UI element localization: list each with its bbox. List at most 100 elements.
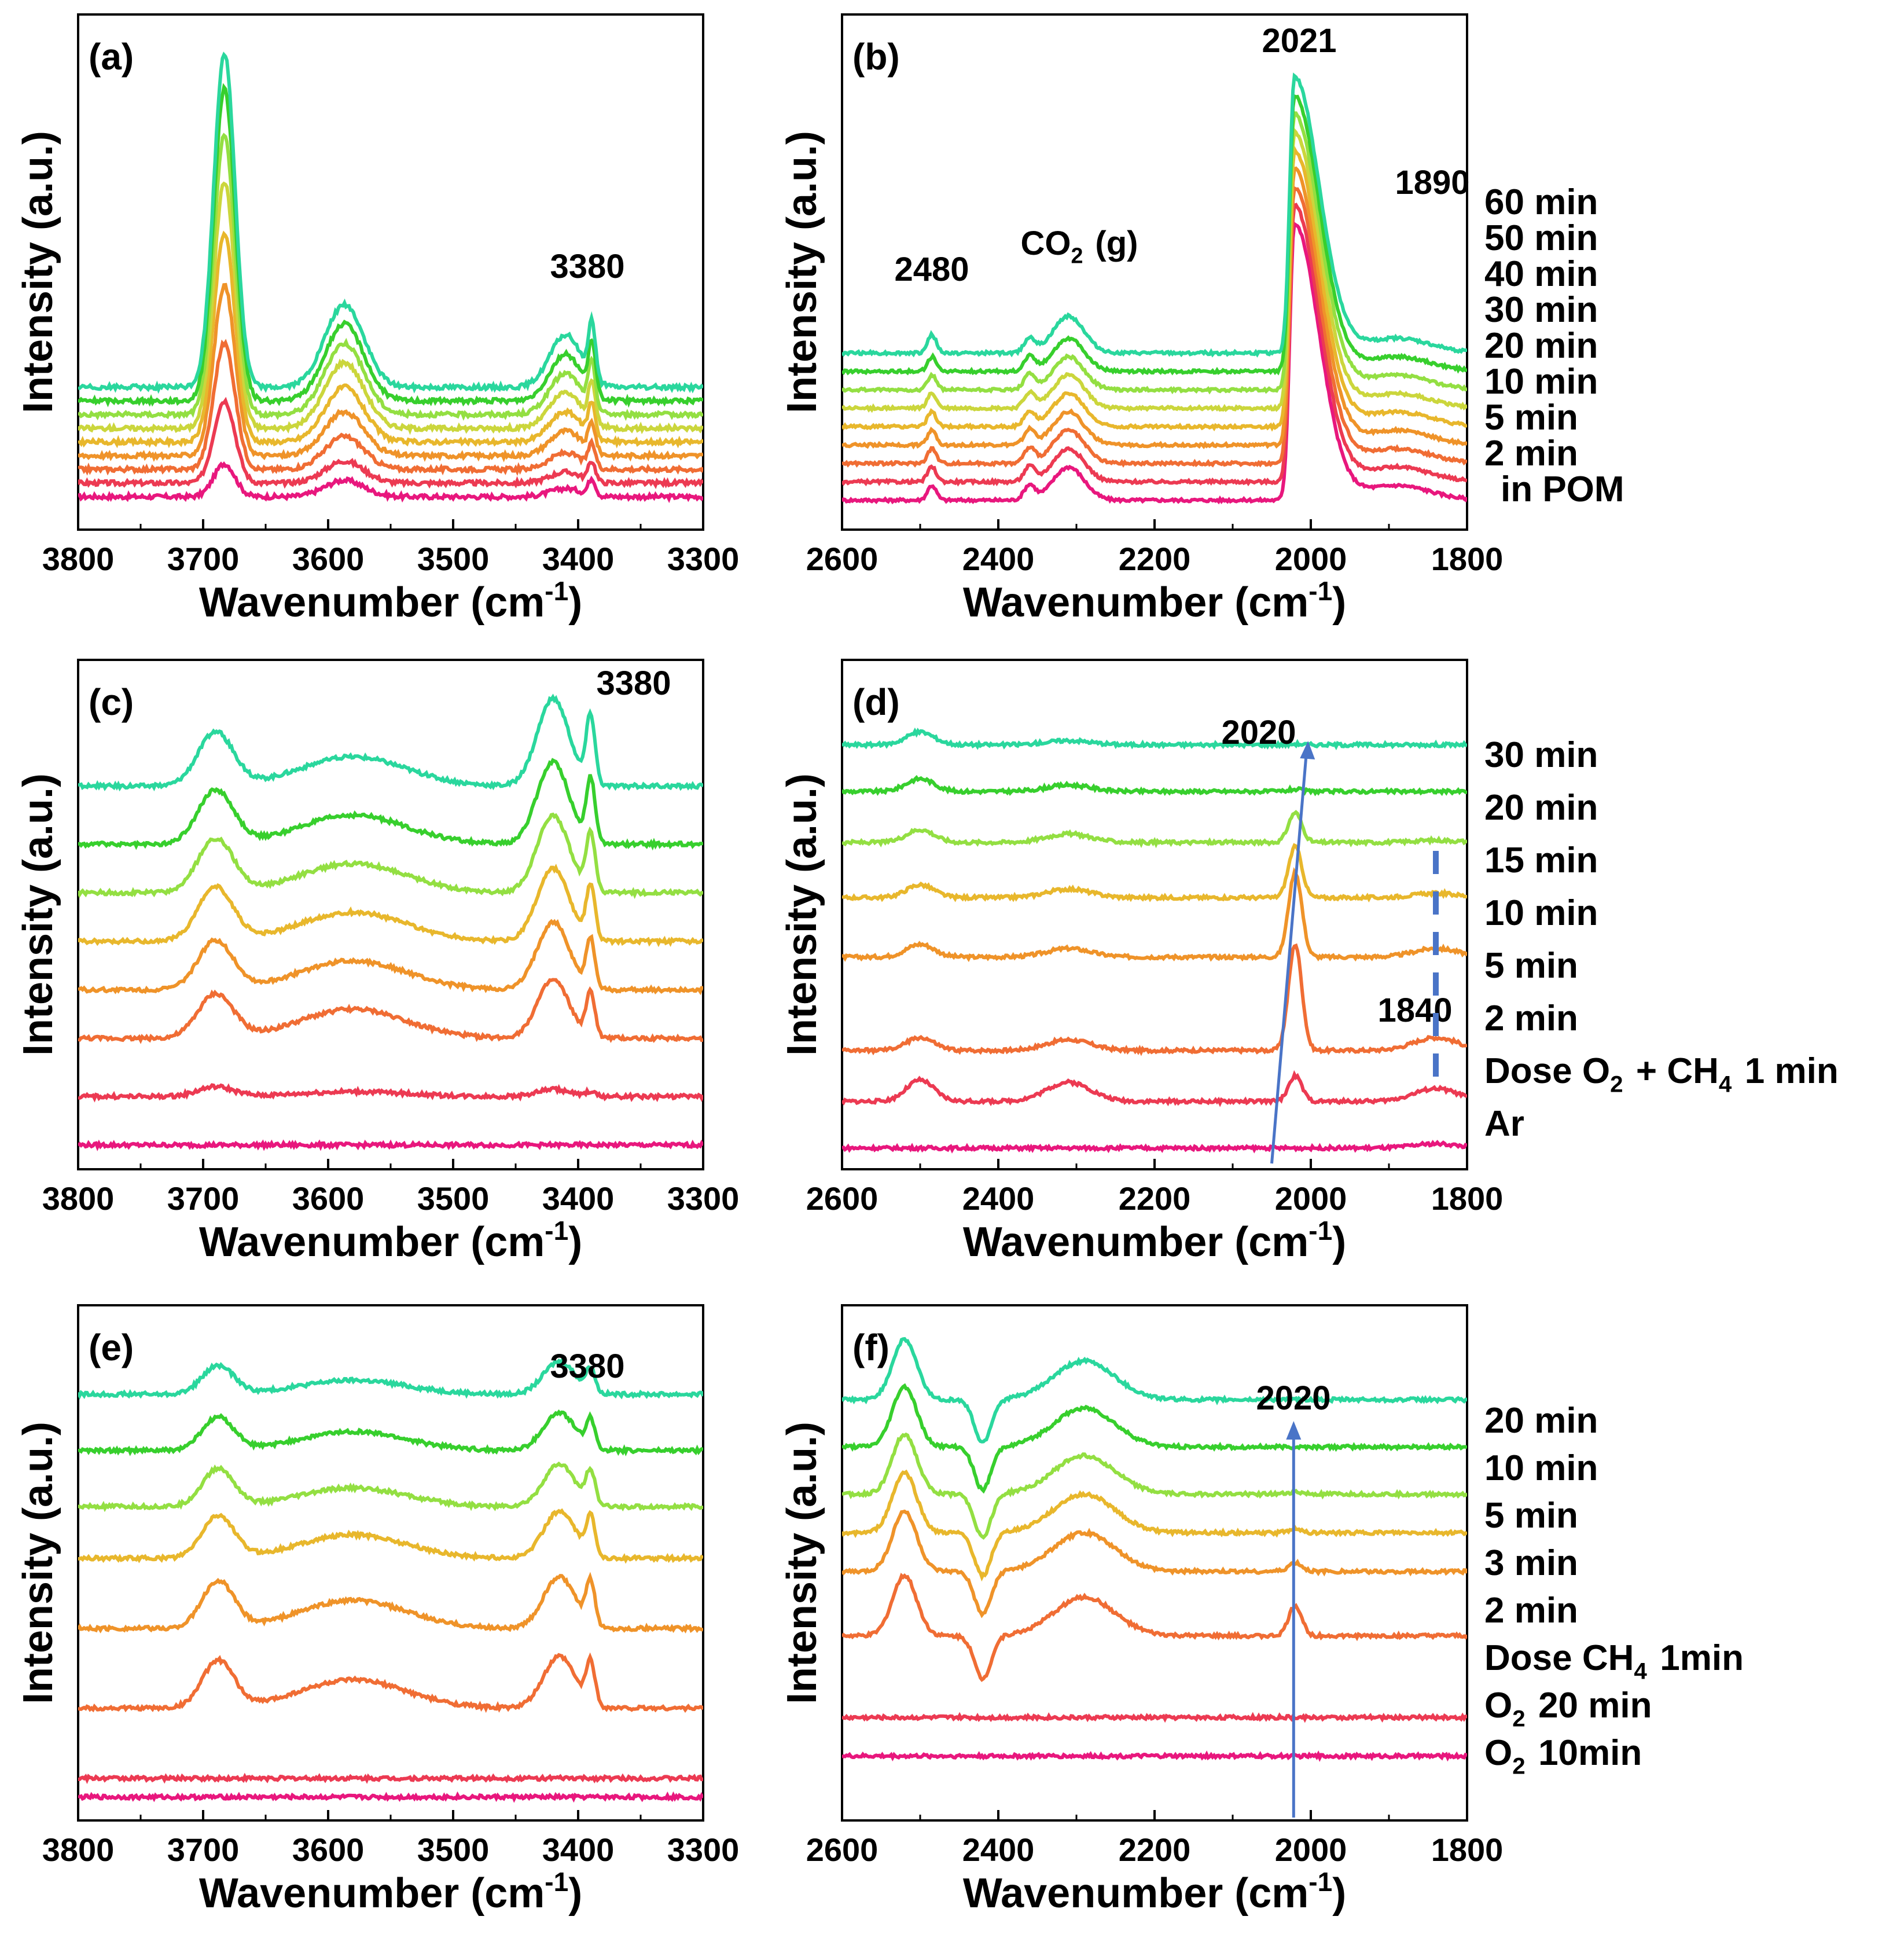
panel-label: (d) <box>852 681 900 723</box>
y-axis-label: Intensity (a.u.) <box>15 773 61 1056</box>
series-line <box>842 143 1467 432</box>
series-line <box>842 1573 1467 1682</box>
x-axis-label: Wavenumber (cm-1) <box>199 1867 582 1917</box>
legend-label: 30 min <box>1484 735 1598 775</box>
series-line <box>78 397 703 490</box>
legend-label: 60 min <box>1484 182 1598 222</box>
panel-label: (e) <box>89 1327 134 1368</box>
x-tick-label: 3700 <box>167 1831 240 1868</box>
panel-label: (a) <box>89 36 134 78</box>
y-axis-label: Intensity (a.u.) <box>779 131 825 413</box>
x-axis-label: Wavenumber (cm-1) <box>963 1867 1346 1917</box>
legend-label: 10 min <box>1484 893 1598 933</box>
plot-frame <box>841 1304 1468 1822</box>
peak-annotation: 3380 <box>550 1348 624 1385</box>
series-line <box>842 943 1467 1056</box>
legend-label: 3 min <box>1484 1543 1578 1583</box>
legend-label: 2 min <box>1484 998 1578 1038</box>
legend-label: O2 10min <box>1484 1733 1642 1779</box>
series-line <box>78 1508 703 1564</box>
series-line <box>78 919 703 996</box>
legend-label: 15 min <box>1484 840 1598 880</box>
series-line <box>78 339 703 476</box>
legend-label: 10 min <box>1484 362 1598 402</box>
series-line <box>842 1383 1467 1494</box>
x-tick-label: 3400 <box>542 1180 615 1217</box>
series-line <box>842 727 1467 751</box>
x-tick-label: 3500 <box>417 541 490 577</box>
peak-annotation: 1840 <box>1377 992 1452 1029</box>
series-line <box>78 461 703 504</box>
legend-label: 40 min <box>1484 254 1598 294</box>
x-axis-label: Wavenumber (cm-1) <box>963 1216 1346 1265</box>
x-tick-label: 1800 <box>1431 541 1504 577</box>
series-line <box>842 221 1467 505</box>
peak-annotation: 2480 <box>894 251 969 288</box>
series-line <box>842 93 1467 376</box>
peak-annotation: 1890 <box>1395 164 1469 201</box>
vertical-arrow <box>1286 1421 1302 1818</box>
x-tick-label: 2200 <box>1119 541 1191 577</box>
y-axis-label: Intensity (a.u.) <box>779 773 825 1056</box>
legend-label: Dose CH4 1min <box>1484 1638 1744 1684</box>
series-line <box>842 1469 1467 1582</box>
x-tick-label: 1800 <box>1431 1180 1504 1217</box>
series-line <box>842 1432 1467 1540</box>
series-line <box>842 1750 1467 1762</box>
x-tick-label: 3400 <box>542 1831 615 1868</box>
x-tick-label: 1800 <box>1431 1831 1504 1868</box>
x-tick-label: 3600 <box>292 1831 365 1868</box>
series-line <box>78 693 703 792</box>
x-tick-label: 3600 <box>292 541 365 577</box>
series-line <box>842 810 1467 849</box>
x-tick-label: 2000 <box>1275 1831 1347 1868</box>
series-line <box>842 1337 1467 1444</box>
series-line <box>78 52 703 394</box>
x-tick-label: 2000 <box>1275 1180 1347 1217</box>
x-tick-label: 3300 <box>667 1831 740 1868</box>
legend-label: 20 min <box>1484 326 1598 366</box>
legend-label: Ar <box>1484 1104 1524 1144</box>
series-line <box>78 1139 703 1151</box>
series-line <box>78 1652 703 1713</box>
x-tick-label: 3700 <box>167 541 240 577</box>
series-line <box>842 867 1467 963</box>
panel-d: 2600 2400 2200 2000 1800 Wavenumber (cm-1) Int… <box>779 659 1839 1265</box>
legend-label: O2 20 min <box>1484 1686 1652 1732</box>
x-tick-label: 3700 <box>167 1180 240 1217</box>
x-tick-label: 2200 <box>1119 1831 1191 1868</box>
peak-annotation: 3380 <box>550 248 624 285</box>
legend-label: 5 min <box>1484 1496 1578 1536</box>
peak-annotation: 2020 <box>1221 714 1296 751</box>
series-line <box>78 133 703 421</box>
series-line <box>78 1791 703 1803</box>
series-line <box>78 864 703 948</box>
legend-label: Dose O2 + CH4 1 min <box>1484 1051 1839 1097</box>
x-tick-label: 2600 <box>806 1180 879 1217</box>
peak-annotation: CO2 (g) <box>1021 225 1138 268</box>
legend-label: in POM <box>1501 469 1624 509</box>
x-tick-label: 3300 <box>667 1180 740 1217</box>
x-tick-label: 2600 <box>806 1831 879 1868</box>
x-tick-label: 2400 <box>962 1180 1035 1217</box>
peak-annotation: 2021 <box>1262 22 1336 60</box>
series-line <box>78 1083 703 1103</box>
legend-label: 30 min <box>1484 290 1598 330</box>
series-line <box>842 1140 1467 1154</box>
series-line <box>78 230 703 449</box>
peak-annotation: 2020 <box>1256 1379 1330 1417</box>
x-tick-label: 2400 <box>962 541 1035 577</box>
series-line <box>842 203 1467 487</box>
series-line <box>842 111 1467 395</box>
series-line <box>78 1772 703 1785</box>
legend-label: 2 min <box>1484 1591 1578 1631</box>
x-tick-label: 2400 <box>962 1831 1035 1868</box>
peak-annotation: 3380 <box>596 665 671 702</box>
panel-label: (c) <box>89 681 134 723</box>
series-line <box>842 1070 1467 1107</box>
series-line <box>78 1409 703 1457</box>
legend-label: 10 min <box>1484 1448 1598 1488</box>
x-tick-label: 2600 <box>806 541 879 577</box>
panel-b: 2600 2400 2200 2000 1800 Wavenumber (cm-1) Int… <box>779 13 1624 626</box>
